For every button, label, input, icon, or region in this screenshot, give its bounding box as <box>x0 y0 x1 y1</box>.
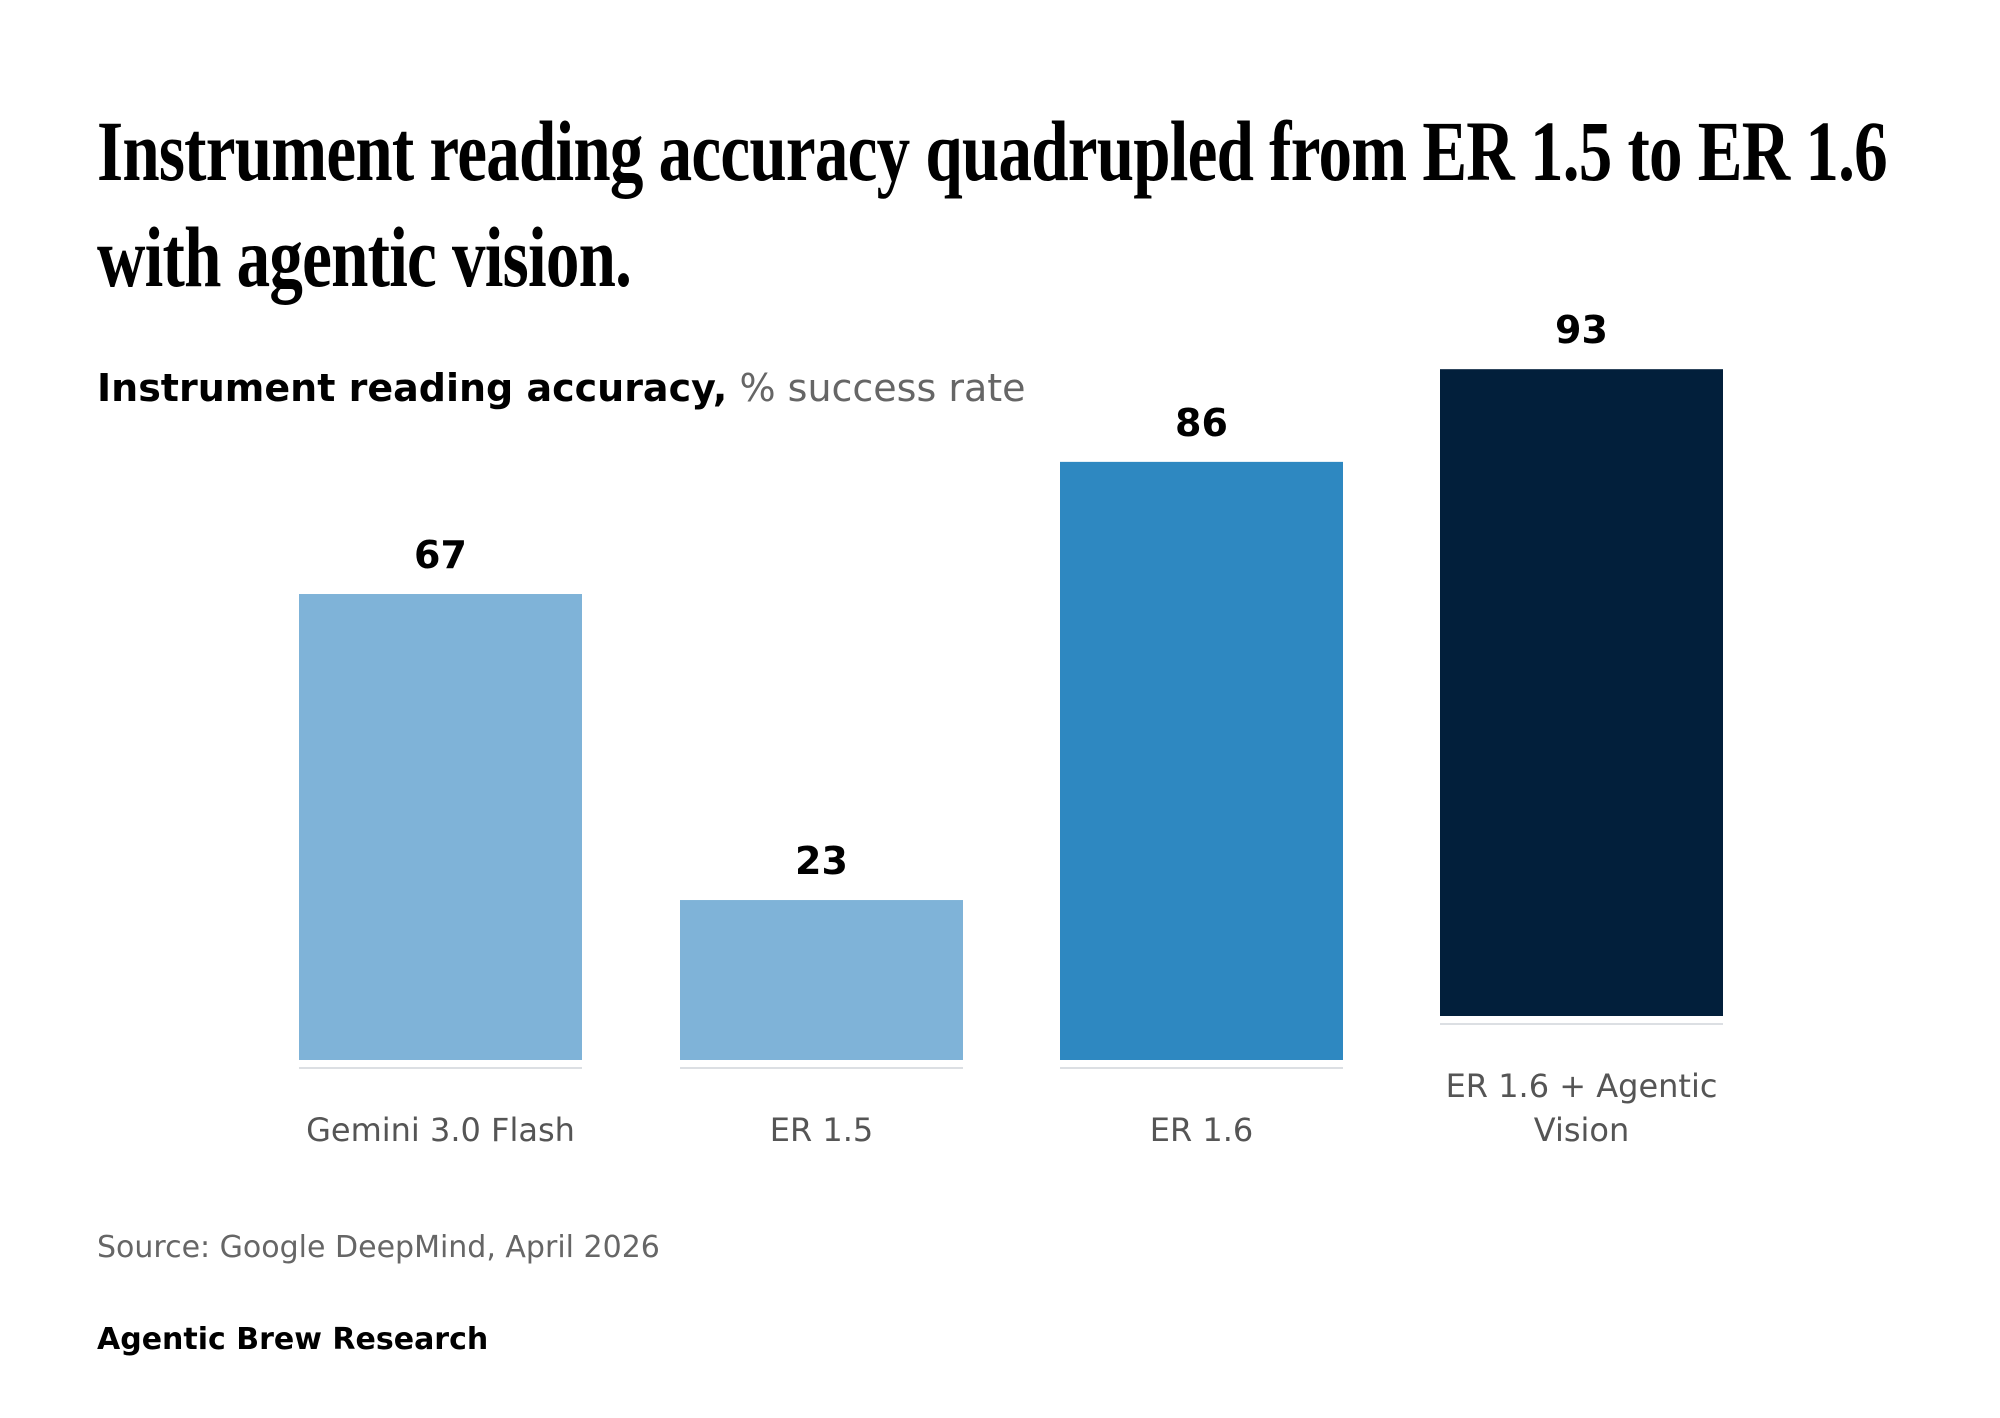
bar <box>1440 369 1723 1016</box>
category-label: Gemini 3.0 Flash <box>306 1111 575 1149</box>
category-label: ER 1.5 <box>770 1111 874 1149</box>
title-line-2: with agentic vision. <box>97 209 632 305</box>
source-note: Source: Google DeepMind, April 2026 <box>97 1230 660 1265</box>
chart-title: Instrument reading accuracy quadrupled f… <box>97 98 1888 310</box>
data-label: 93 <box>1555 308 1608 352</box>
bar <box>299 594 582 1060</box>
chart-subtitle: Instrument reading accuracy, % success r… <box>97 366 1026 410</box>
brand-label: Agentic Brew Research <box>97 1322 489 1357</box>
bar <box>680 900 963 1060</box>
subtitle-metric: Instrument reading accuracy, <box>97 366 728 410</box>
data-label: 23 <box>795 839 848 883</box>
subtitle-unit: % success rate <box>739 366 1026 410</box>
data-label: 67 <box>414 533 467 577</box>
title-line-1: Instrument reading accuracy quadrupled f… <box>97 103 1888 199</box>
category-label: Vision <box>1534 1111 1630 1149</box>
data-label: 86 <box>1175 401 1228 445</box>
category-label: ER 1.6 + Agentic <box>1446 1067 1718 1105</box>
category-label: ER 1.6 <box>1150 1111 1254 1149</box>
bar <box>1060 461 1343 1060</box>
